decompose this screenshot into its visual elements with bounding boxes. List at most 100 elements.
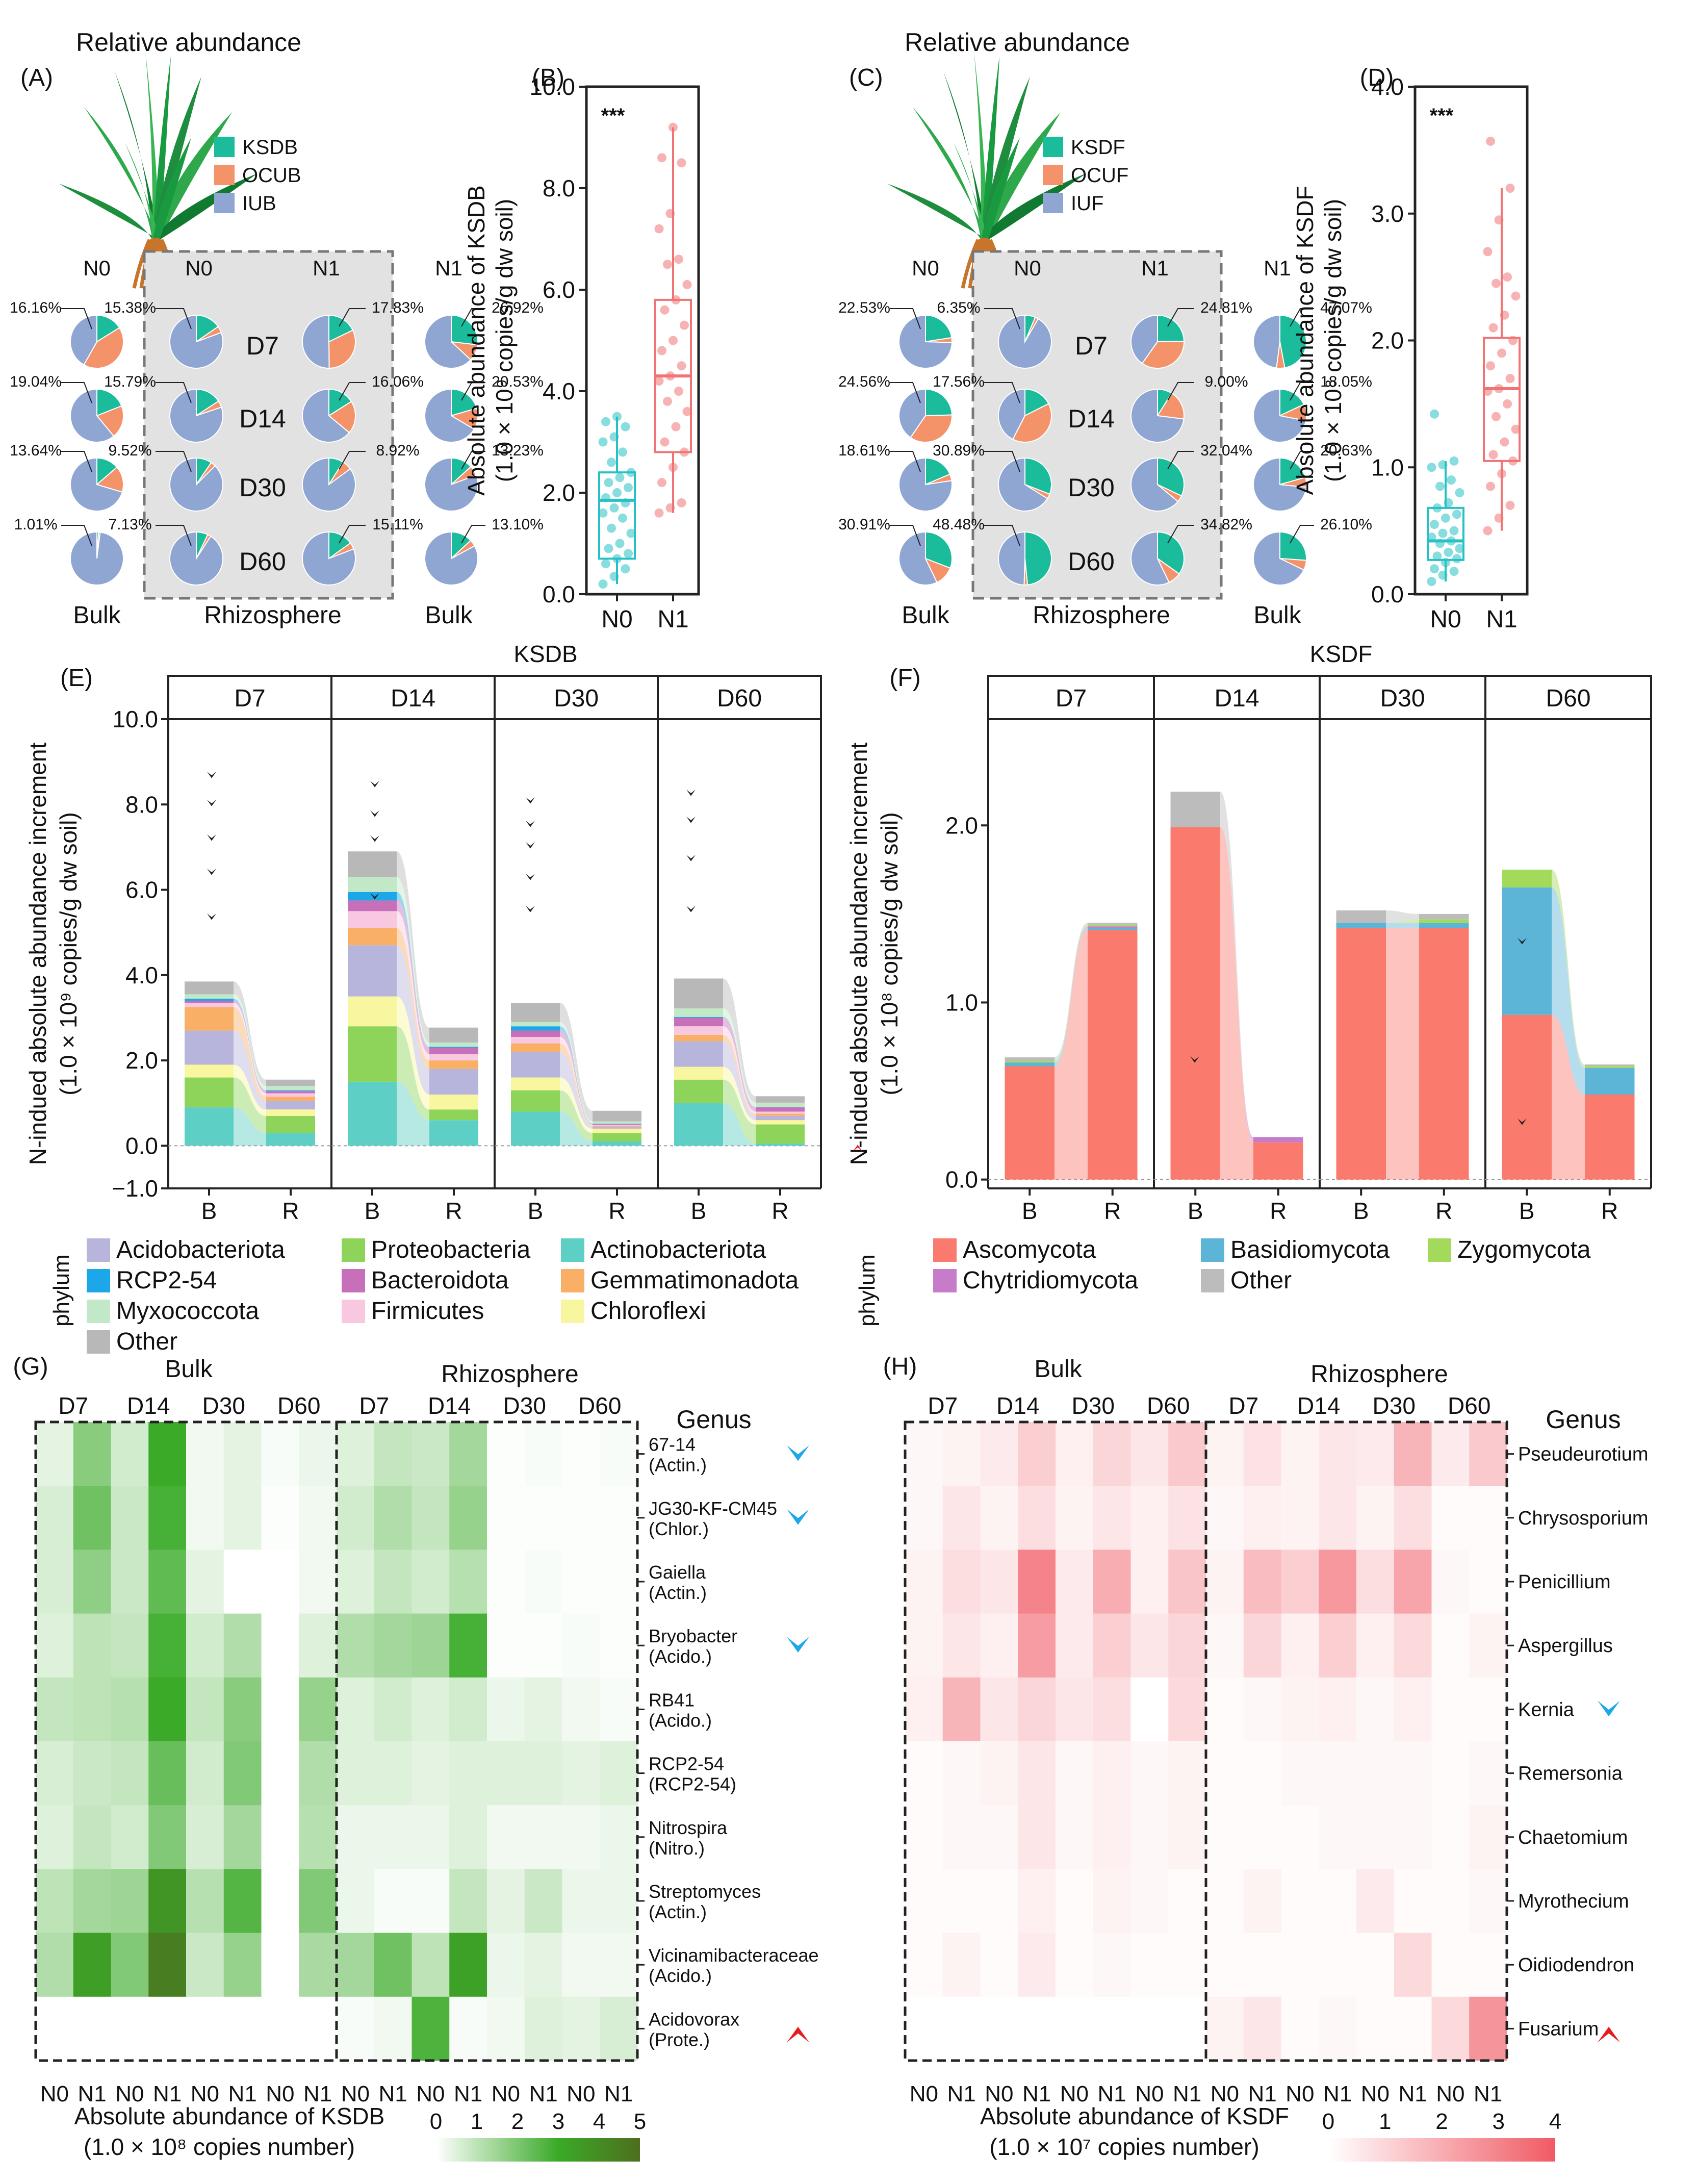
leader-line: [1290, 382, 1314, 401]
pie-slice: [1279, 457, 1306, 486]
data-point: [621, 422, 630, 431]
heat-cell: [600, 1677, 638, 1742]
bar-segment: [429, 1060, 478, 1069]
percent-label: 1.01%: [14, 516, 57, 533]
heat-cell: [1206, 1677, 1244, 1742]
heat-cell: [905, 1677, 943, 1742]
percent-label: 47.07%: [1320, 299, 1372, 316]
legend-swatch: [1043, 137, 1063, 157]
bar-segment: [511, 1030, 560, 1037]
x-tick-label: R: [282, 1198, 299, 1224]
heat-cell: [299, 1550, 337, 1614]
row-label: Myrothecium: [1518, 1891, 1629, 1912]
colorbar-tick-label: 3: [1493, 2109, 1505, 2134]
bar-segment: [756, 1120, 805, 1125]
pie-slice: [424, 531, 478, 586]
row-label: Acidovorax: [649, 2009, 739, 2029]
heat-cell: [562, 1933, 600, 1997]
data-point: [1497, 469, 1506, 478]
bar-segment: [1253, 1142, 1303, 1180]
data-point: [612, 488, 622, 497]
heat-cell: [1319, 1933, 1357, 1997]
compartment-label: Bulk: [425, 602, 473, 629]
heat-cell: [1243, 1741, 1281, 1806]
heat-cell: [1319, 1869, 1357, 1934]
compartment-label: Bulk: [1253, 602, 1301, 629]
heat-cell: [1130, 1550, 1169, 1614]
panel-label: (C): [849, 64, 883, 91]
heat-cell: [1469, 1550, 1507, 1614]
data-point: [624, 549, 633, 558]
bar-segment: [1585, 1068, 1635, 1095]
legend-label: Gemmatimonadota: [590, 1267, 799, 1294]
y-tick-label: 0.0: [1371, 581, 1404, 607]
data-point: [668, 122, 678, 132]
legend-swatch: [933, 1269, 957, 1292]
heat-cell: [1056, 1613, 1094, 1678]
flow-band: [234, 1064, 266, 1116]
heat-cell: [1469, 1613, 1507, 1678]
data-point: [680, 320, 689, 330]
bar-segment: [266, 1079, 315, 1086]
facet-header: [330, 675, 496, 720]
leaf: [981, 56, 999, 240]
heat-cell: [36, 1933, 74, 1997]
heat-cell: [1356, 1996, 1395, 2061]
pie-slice: [451, 388, 478, 417]
leader-line: [461, 308, 485, 327]
data-point: [668, 336, 678, 345]
bar-segment: [185, 1007, 234, 1031]
bar-segment: [1502, 1014, 1552, 1180]
legend-swatch: [1201, 1269, 1224, 1292]
heat-cell: [1431, 1996, 1470, 2061]
heat-cell: [1281, 1677, 1319, 1742]
data-point: [1449, 567, 1459, 576]
pie-chart: [70, 457, 124, 512]
bar-segment: [593, 1128, 641, 1133]
bar-segment: [185, 1001, 234, 1003]
leader-line: [61, 451, 92, 472]
data-point: [1483, 387, 1493, 396]
data-point: [1449, 526, 1459, 536]
pie-chart: [169, 457, 223, 512]
panel-label: (B): [532, 64, 564, 91]
row-sublabel: (Actin.): [649, 1582, 707, 1603]
bar-segment: [1253, 1137, 1303, 1142]
legend-swatch: [561, 1238, 584, 1262]
day-label: D60: [1068, 547, 1115, 576]
flow-band: [234, 1030, 266, 1110]
day-label: D14: [996, 1392, 1039, 1419]
heat-cell: [562, 1996, 600, 2061]
y-tick-label: −1.0: [112, 1175, 158, 1202]
colorbar-tick-label: 4: [593, 2109, 605, 2134]
flow-band: [1055, 923, 1088, 1061]
down-arrow-icon: [686, 855, 696, 861]
heat-cell: [1243, 1422, 1281, 1486]
panel-d: (D) 0.0 1.0 2.0 3.0 4.0 N0 N1 *** Absolute abunda…: [1292, 64, 1529, 633]
column-label: N0: [567, 2081, 595, 2106]
pie-chart: [169, 314, 223, 369]
bar-segment: [266, 1115, 315, 1133]
percent-label: 15.38%: [104, 299, 156, 316]
rhizo-box: [1204, 1420, 1508, 2062]
heat-cell: [1469, 1422, 1507, 1486]
facet-header: [987, 675, 1155, 720]
data-point: [1488, 450, 1498, 460]
pie-slice: [169, 314, 223, 369]
row-sublabel: (Nitro.): [649, 1838, 705, 1859]
heat-cell: [374, 1869, 412, 1934]
pie-slice: [70, 457, 123, 512]
data-point: [609, 432, 619, 442]
x-tick-label: B: [1519, 1198, 1535, 1224]
down-arrow-icon: [207, 913, 216, 920]
pie-chart: [424, 388, 478, 443]
legend-label: Firmicutes: [371, 1298, 484, 1325]
heat-cell: [1093, 1805, 1131, 1869]
percent-label: 15.11%: [372, 516, 423, 533]
x-tick-label: B: [691, 1198, 707, 1224]
pie-slice: [925, 457, 951, 486]
bar-segment: [1170, 827, 1220, 1180]
heat-cell: [374, 1486, 412, 1550]
flow-band: [723, 1041, 756, 1121]
pie-slice: [70, 314, 97, 366]
